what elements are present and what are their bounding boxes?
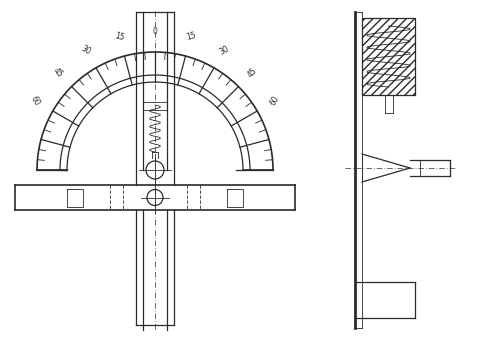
Text: 45: 45 xyxy=(246,66,259,79)
Text: 30: 30 xyxy=(80,44,92,57)
Text: 15: 15 xyxy=(185,31,196,42)
Text: 60: 60 xyxy=(29,95,42,107)
Text: 60: 60 xyxy=(268,95,281,107)
Text: 45: 45 xyxy=(51,66,64,79)
Text: 15: 15 xyxy=(114,31,125,42)
Text: 0: 0 xyxy=(152,27,158,37)
Text: 30: 30 xyxy=(218,44,230,57)
FancyBboxPatch shape xyxy=(362,18,415,95)
